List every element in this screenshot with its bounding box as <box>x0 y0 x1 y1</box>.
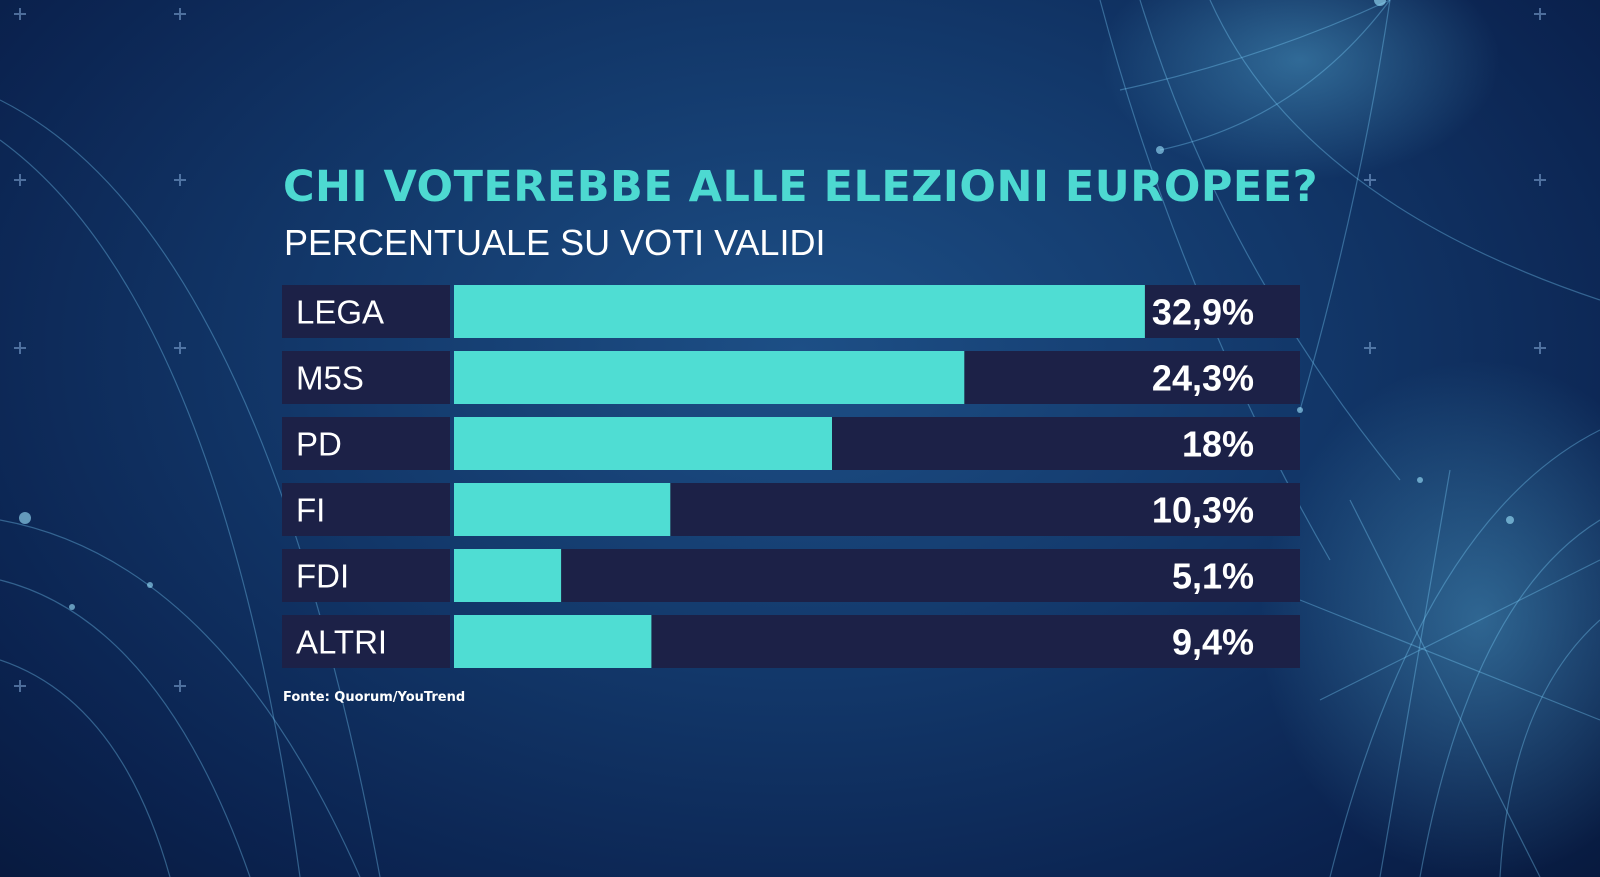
category-label-box <box>282 483 450 536</box>
bar <box>454 417 832 470</box>
category-label: FI <box>296 492 325 529</box>
bar-chart: LEGA 32,9% M5S 24,3% PD 18% FI 10,3% FDI 5,1% ALTR… <box>282 285 1300 668</box>
bar <box>454 549 562 602</box>
bar <box>454 285 1145 338</box>
data-label: 10,3% <box>1152 490 1254 531</box>
data-label: 32,9% <box>1152 292 1254 333</box>
category-label-box <box>282 417 450 470</box>
chart-title: CHI VOTEREBBE ALLE ELEZIONI EUROPEE? <box>283 162 1319 212</box>
category-label-box <box>282 351 450 404</box>
data-label: 9,4% <box>1172 622 1254 663</box>
category-label-box <box>282 285 450 338</box>
category-label: FDI <box>296 558 349 595</box>
bar <box>454 351 965 404</box>
source-note: Fonte: Quorum/YouTrend <box>283 690 466 705</box>
data-label: 18% <box>1182 424 1254 465</box>
category-label: M5S <box>296 360 364 397</box>
category-label: ALTRI <box>296 624 387 661</box>
category-label-box <box>282 549 450 602</box>
bar <box>454 615 652 668</box>
data-label: 5,1% <box>1172 556 1254 597</box>
category-label-box <box>282 615 450 668</box>
category-label: LEGA <box>296 294 384 331</box>
category-label: PD <box>296 426 342 463</box>
chart-subtitle: PERCENTUALE SU VOTI VALIDI <box>284 222 826 263</box>
bar-track <box>454 549 1300 602</box>
data-label: 24,3% <box>1152 358 1254 399</box>
bar <box>454 483 671 536</box>
